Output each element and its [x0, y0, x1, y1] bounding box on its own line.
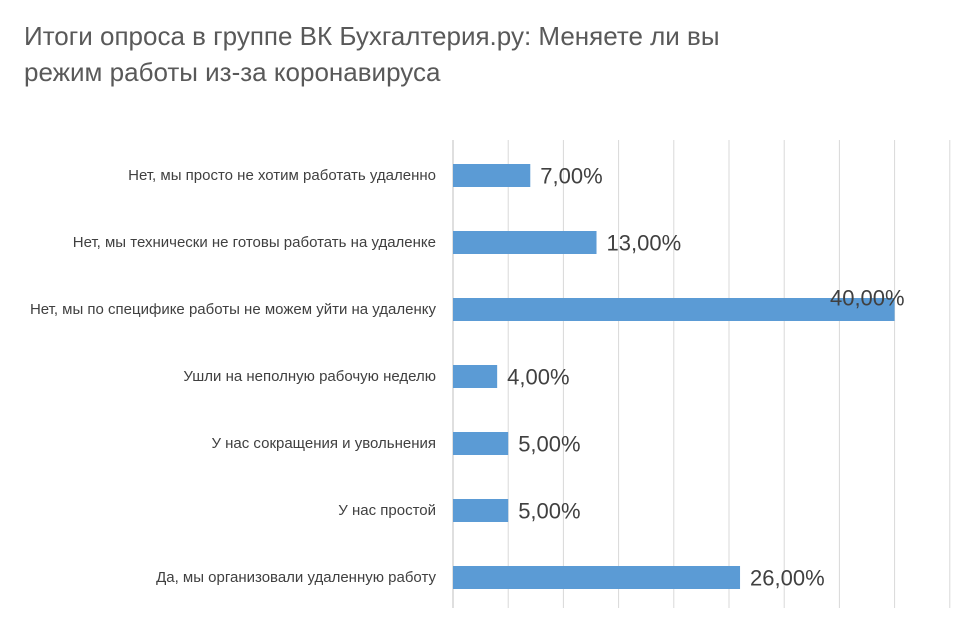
- category-label: Нет, мы технически не готовы работать на…: [72, 233, 436, 251]
- bar: [453, 164, 531, 187]
- bar: [453, 566, 741, 589]
- category-label: Ушли на неполную рабочую неделю: [183, 367, 436, 385]
- data-label: 26,00%: [750, 566, 825, 591]
- bar: [453, 365, 498, 388]
- data-label: 40,00%: [830, 286, 905, 311]
- category-label: Да, мы организовали удаленную работу: [156, 568, 436, 586]
- data-label: 13,00%: [607, 231, 682, 256]
- bar: [453, 499, 509, 522]
- bar: [453, 298, 895, 321]
- chart-title: Итоги опроса в группе ВК Бухгалтерия.ру:…: [24, 21, 720, 87]
- data-label: 7,00%: [540, 164, 602, 189]
- category-label: Нет, мы по специфике работы не можем уйт…: [29, 300, 436, 318]
- category-label: У нас простой: [338, 501, 436, 519]
- gridlines: [452, 140, 951, 608]
- category-label: У нас сокращения и увольнения: [211, 434, 436, 452]
- data-label: 4,00%: [507, 365, 569, 390]
- value-labels: 7,00% 13,00% 40,00% 4,00% 5,00% 5,00% 26,00%: [507, 164, 904, 591]
- bar: [453, 432, 509, 455]
- data-label: 5,00%: [518, 432, 580, 457]
- category-label: Нет, мы просто не хотим работать удаленн…: [128, 166, 436, 184]
- data-label: 5,00%: [518, 499, 580, 524]
- bars: [453, 164, 895, 589]
- bar: [453, 231, 597, 254]
